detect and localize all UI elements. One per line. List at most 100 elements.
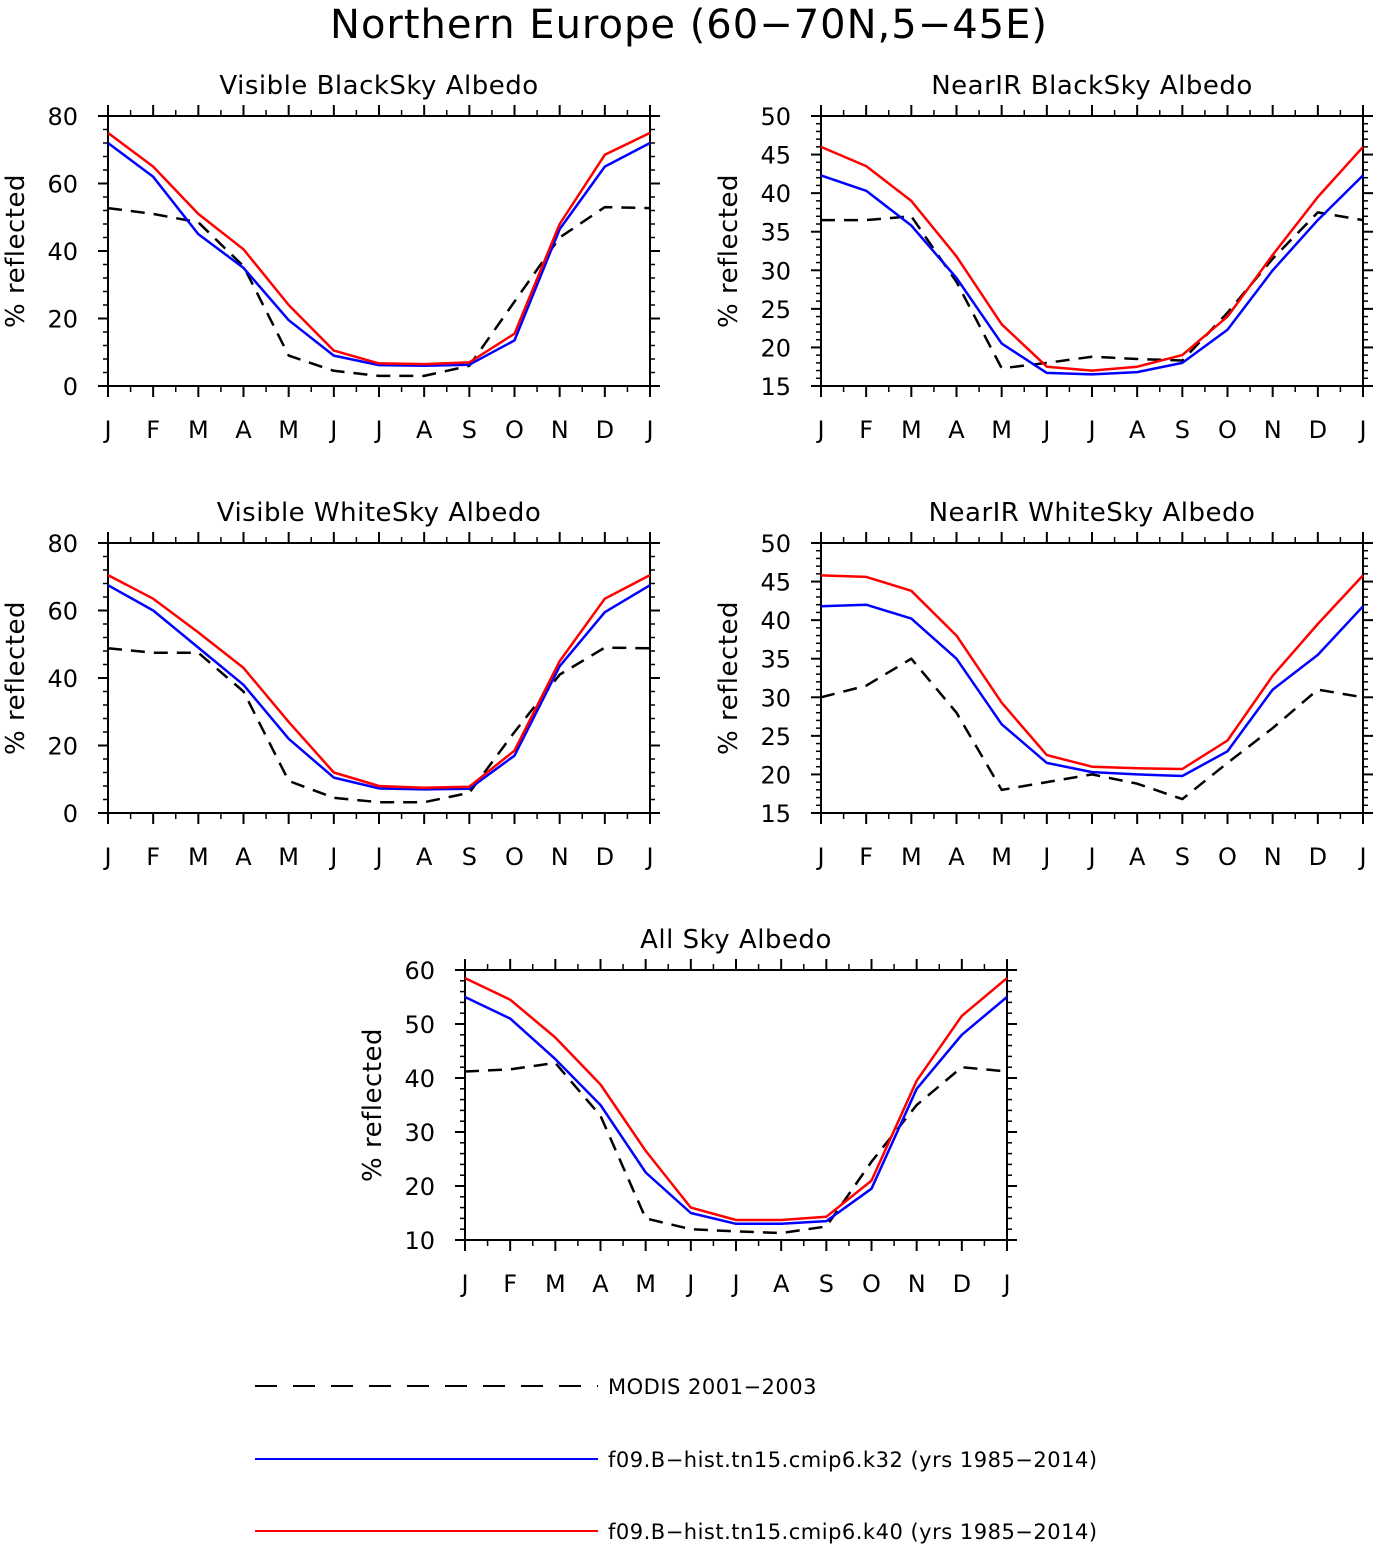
y-tick-label: 30 [404,1119,435,1147]
x-tick-label: J [373,416,382,444]
x-tick-label: S [462,416,477,444]
x-tick-label: J [644,416,653,444]
x-tick-label: A [235,416,252,444]
x-tick-label: J [644,843,653,871]
y-axis-label: % reflected [714,174,744,328]
y-tick-label: 40 [760,607,791,635]
y-axis-label: % reflected [358,1028,388,1182]
panel-title: Visible BlackSky Albedo [219,71,538,101]
series-line-modis [821,211,1364,370]
series-line-modis [107,646,651,804]
series-line-k32 [820,174,1364,376]
x-tick-label: D [1309,843,1327,871]
x-tick-label: D [1309,416,1327,444]
panel-title: NearIR BlackSky Albedo [931,71,1253,101]
y-axis-label: % reflected [714,601,744,755]
y-tick-label: 40 [47,238,78,266]
x-tick-label: O [1218,843,1237,871]
series-line-k40 [107,573,651,789]
y-tick-label: 35 [760,646,791,674]
panel-title: Visible WhiteSky Albedo [217,498,542,528]
y-tick-label: 20 [760,761,791,789]
y-tick-label: 0 [63,800,78,828]
y-tick-label: 40 [47,665,78,693]
x-tick-label: M [991,843,1012,871]
x-tick-label: A [235,843,252,871]
series-line-modis [107,205,651,378]
legend-label-modis: MODIS 2001−2003 [608,1375,817,1399]
panel-title: NearIR WhiteSky Albedo [929,498,1256,528]
x-tick-label: F [146,416,160,444]
y-tick-label: 15 [760,373,791,401]
x-tick-label: F [146,843,160,871]
x-tick-label: A [1129,843,1146,871]
y-tick-label: 80 [47,530,78,558]
x-tick-label: J [1086,843,1095,871]
x-tick-label: M [635,1270,656,1298]
y-tick-label: 20 [760,334,791,362]
y-tick-label: 40 [760,180,791,208]
x-tick-label: A [948,416,965,444]
y-tick-label: 25 [760,296,791,324]
x-tick-label: J [1041,416,1050,444]
x-tick-label: N [551,416,569,444]
x-tick-label: S [1175,843,1190,871]
x-tick-label: J [730,1270,739,1298]
x-tick-label: J [1357,843,1366,871]
y-tick-label: 40 [404,1065,435,1093]
x-tick-label: A [1129,416,1146,444]
x-tick-label: M [991,416,1012,444]
panel-title: All Sky Albedo [640,925,832,955]
x-tick-label: J [685,1270,694,1298]
series-line-k32 [107,141,651,368]
x-tick-label: J [102,416,111,444]
x-tick-label: N [551,843,569,871]
y-tick-label: 80 [47,103,78,131]
series-line-k40 [820,145,1364,372]
series-line-k32 [464,995,1008,1226]
y-tick-label: 20 [47,733,78,761]
x-tick-label: A [592,1270,609,1298]
legend-label-k32: f09.B−hist.tn15.cmip6.k32 (yrs 1985−2014… [608,1448,1098,1472]
series-line-k32 [820,603,1364,778]
x-tick-label: D [596,416,614,444]
y-tick-label: 50 [760,103,791,131]
x-tick-label: M [901,843,922,871]
y-tick-label: 45 [760,569,791,597]
x-tick-label: F [859,416,873,444]
y-tick-label: 10 [404,1227,435,1255]
x-tick-label: D [596,843,614,871]
x-tick-label: N [1264,416,1282,444]
x-tick-label: O [862,1270,881,1298]
x-tick-label: J [459,1270,468,1298]
y-tick-label: 30 [760,257,791,285]
y-tick-label: 20 [47,306,78,334]
y-tick-label: 25 [760,723,791,751]
x-tick-label: A [416,416,433,444]
plot-frame [107,542,651,814]
x-tick-label: M [545,1270,566,1298]
x-tick-label: A [948,843,965,871]
y-tick-label: 20 [404,1173,435,1201]
y-tick-label: 30 [760,684,791,712]
series-line-k32 [107,584,651,791]
series-line-k40 [107,131,651,366]
series-line-modis [820,657,1364,801]
plot-frame [820,115,1364,387]
x-tick-label: N [908,1270,926,1298]
x-tick-label: J [1086,416,1095,444]
x-tick-label: S [819,1270,834,1298]
x-tick-label: M [278,843,299,871]
y-axis-label: % reflected [1,174,31,328]
x-tick-label: O [1218,416,1237,444]
x-tick-label: F [503,1270,517,1298]
y-tick-label: 50 [404,1011,435,1039]
